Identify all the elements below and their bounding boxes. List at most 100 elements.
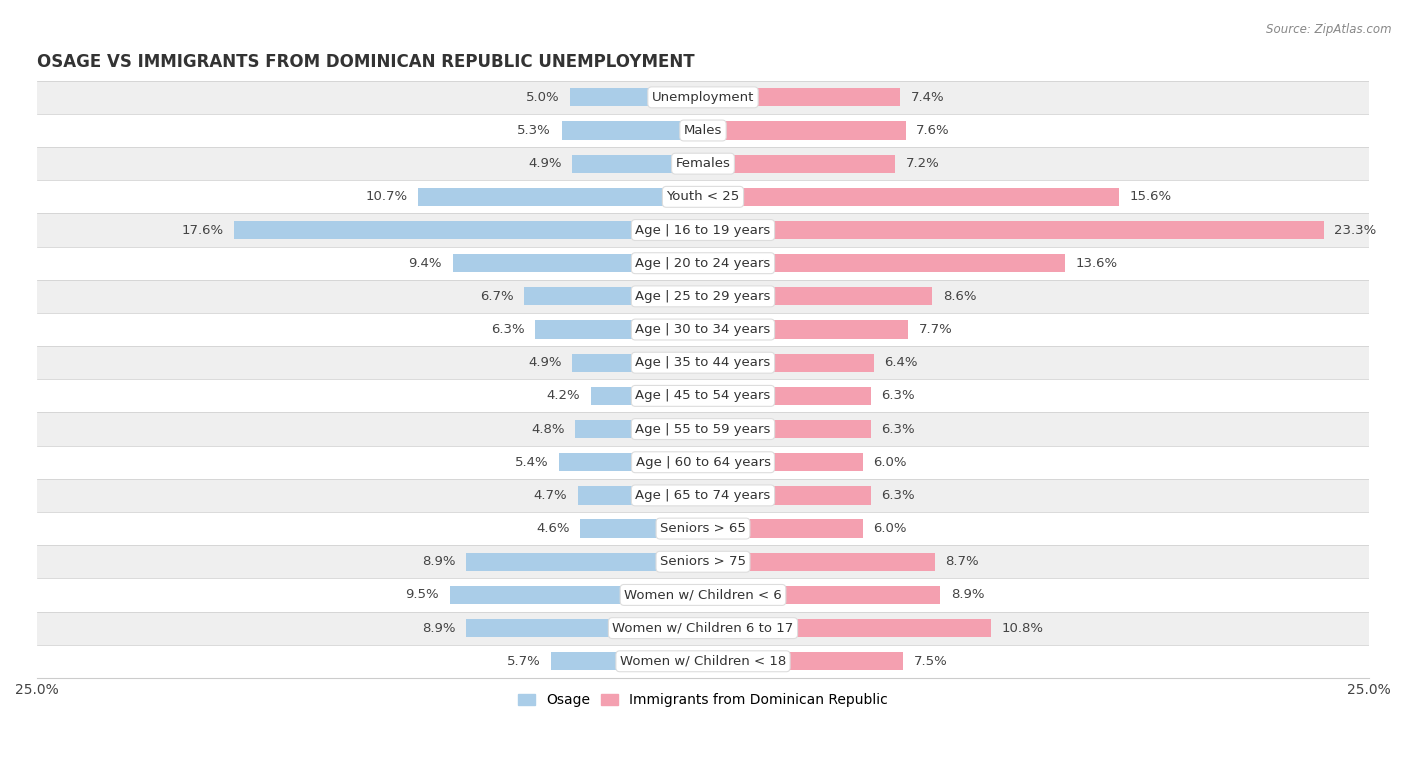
Text: 8.9%: 8.9% — [422, 621, 456, 634]
Bar — [37, 446, 1369, 479]
Text: 8.7%: 8.7% — [945, 555, 979, 569]
Bar — [37, 81, 1369, 114]
Text: Males: Males — [683, 124, 723, 137]
Text: 8.9%: 8.9% — [950, 588, 984, 601]
Text: 7.7%: 7.7% — [920, 323, 953, 336]
Text: 8.9%: 8.9% — [422, 555, 456, 569]
Text: 6.3%: 6.3% — [882, 422, 915, 435]
Text: 6.3%: 6.3% — [882, 489, 915, 502]
Text: 6.0%: 6.0% — [873, 522, 907, 535]
Bar — [37, 147, 1369, 180]
Text: 6.3%: 6.3% — [491, 323, 524, 336]
Bar — [703, 89, 900, 107]
Text: 8.6%: 8.6% — [943, 290, 976, 303]
Bar — [37, 379, 1369, 413]
Bar — [572, 354, 703, 372]
Text: Women w/ Children < 18: Women w/ Children < 18 — [620, 655, 786, 668]
Bar — [37, 114, 1369, 147]
Text: 4.9%: 4.9% — [529, 357, 562, 369]
Bar — [703, 652, 903, 671]
Bar — [37, 645, 1369, 678]
Text: 15.6%: 15.6% — [1129, 190, 1171, 204]
Bar — [37, 313, 1369, 346]
Text: 5.4%: 5.4% — [515, 456, 548, 469]
Bar — [37, 512, 1369, 545]
Bar — [703, 486, 870, 504]
Text: Women w/ Children 6 to 17: Women w/ Children 6 to 17 — [613, 621, 793, 634]
Bar — [703, 586, 941, 604]
Bar — [233, 221, 703, 239]
Text: 4.8%: 4.8% — [531, 422, 564, 435]
Bar — [703, 619, 991, 637]
Text: 7.4%: 7.4% — [911, 91, 945, 104]
Text: Age | 55 to 59 years: Age | 55 to 59 years — [636, 422, 770, 435]
Text: 6.4%: 6.4% — [884, 357, 918, 369]
Bar — [37, 280, 1369, 313]
Bar — [581, 519, 703, 537]
Bar — [569, 89, 703, 107]
Bar — [37, 247, 1369, 280]
Text: 23.3%: 23.3% — [1334, 223, 1376, 236]
Bar — [578, 486, 703, 504]
Bar — [37, 578, 1369, 612]
Bar — [703, 287, 932, 306]
Text: Seniors > 65: Seniors > 65 — [659, 522, 747, 535]
Bar — [37, 213, 1369, 247]
Bar — [703, 453, 863, 472]
Bar — [524, 287, 703, 306]
Text: Age | 65 to 74 years: Age | 65 to 74 years — [636, 489, 770, 502]
Bar — [37, 545, 1369, 578]
Text: 6.0%: 6.0% — [873, 456, 907, 469]
Bar — [37, 413, 1369, 446]
Bar — [703, 121, 905, 139]
Text: 4.7%: 4.7% — [533, 489, 567, 502]
Text: 17.6%: 17.6% — [181, 223, 224, 236]
Bar — [562, 121, 703, 139]
Text: 9.4%: 9.4% — [408, 257, 441, 269]
Bar — [703, 254, 1066, 273]
Bar — [560, 453, 703, 472]
Text: 4.9%: 4.9% — [529, 157, 562, 170]
Bar — [703, 519, 863, 537]
Bar — [703, 387, 870, 405]
Text: Age | 35 to 44 years: Age | 35 to 44 years — [636, 357, 770, 369]
Bar — [465, 619, 703, 637]
Text: Age | 25 to 29 years: Age | 25 to 29 years — [636, 290, 770, 303]
Text: 5.0%: 5.0% — [526, 91, 560, 104]
Bar — [37, 612, 1369, 645]
Text: 9.5%: 9.5% — [405, 588, 439, 601]
Bar — [465, 553, 703, 571]
Text: Age | 45 to 54 years: Age | 45 to 54 years — [636, 389, 770, 403]
Legend: Osage, Immigrants from Dominican Republic: Osage, Immigrants from Dominican Republi… — [513, 687, 893, 713]
Text: Age | 60 to 64 years: Age | 60 to 64 years — [636, 456, 770, 469]
Bar — [551, 652, 703, 671]
Bar — [536, 320, 703, 338]
Bar — [703, 154, 894, 173]
Bar — [703, 354, 873, 372]
Bar — [37, 180, 1369, 213]
Text: Unemployment: Unemployment — [652, 91, 754, 104]
Bar — [591, 387, 703, 405]
Text: Women w/ Children < 6: Women w/ Children < 6 — [624, 588, 782, 601]
Bar — [450, 586, 703, 604]
Text: Seniors > 75: Seniors > 75 — [659, 555, 747, 569]
Text: 5.7%: 5.7% — [506, 655, 540, 668]
Text: 10.7%: 10.7% — [366, 190, 408, 204]
Bar — [703, 188, 1119, 206]
Bar — [703, 221, 1324, 239]
Text: Females: Females — [675, 157, 731, 170]
Text: 5.3%: 5.3% — [517, 124, 551, 137]
Bar — [703, 320, 908, 338]
Bar — [703, 420, 870, 438]
Text: 10.8%: 10.8% — [1001, 621, 1043, 634]
Text: Age | 20 to 24 years: Age | 20 to 24 years — [636, 257, 770, 269]
Bar — [37, 479, 1369, 512]
Text: Youth < 25: Youth < 25 — [666, 190, 740, 204]
Text: 6.3%: 6.3% — [882, 389, 915, 403]
Bar — [37, 346, 1369, 379]
Text: Age | 16 to 19 years: Age | 16 to 19 years — [636, 223, 770, 236]
Text: 7.6%: 7.6% — [917, 124, 950, 137]
Text: 13.6%: 13.6% — [1076, 257, 1118, 269]
Bar — [453, 254, 703, 273]
Text: OSAGE VS IMMIGRANTS FROM DOMINICAN REPUBLIC UNEMPLOYMENT: OSAGE VS IMMIGRANTS FROM DOMINICAN REPUB… — [37, 53, 695, 71]
